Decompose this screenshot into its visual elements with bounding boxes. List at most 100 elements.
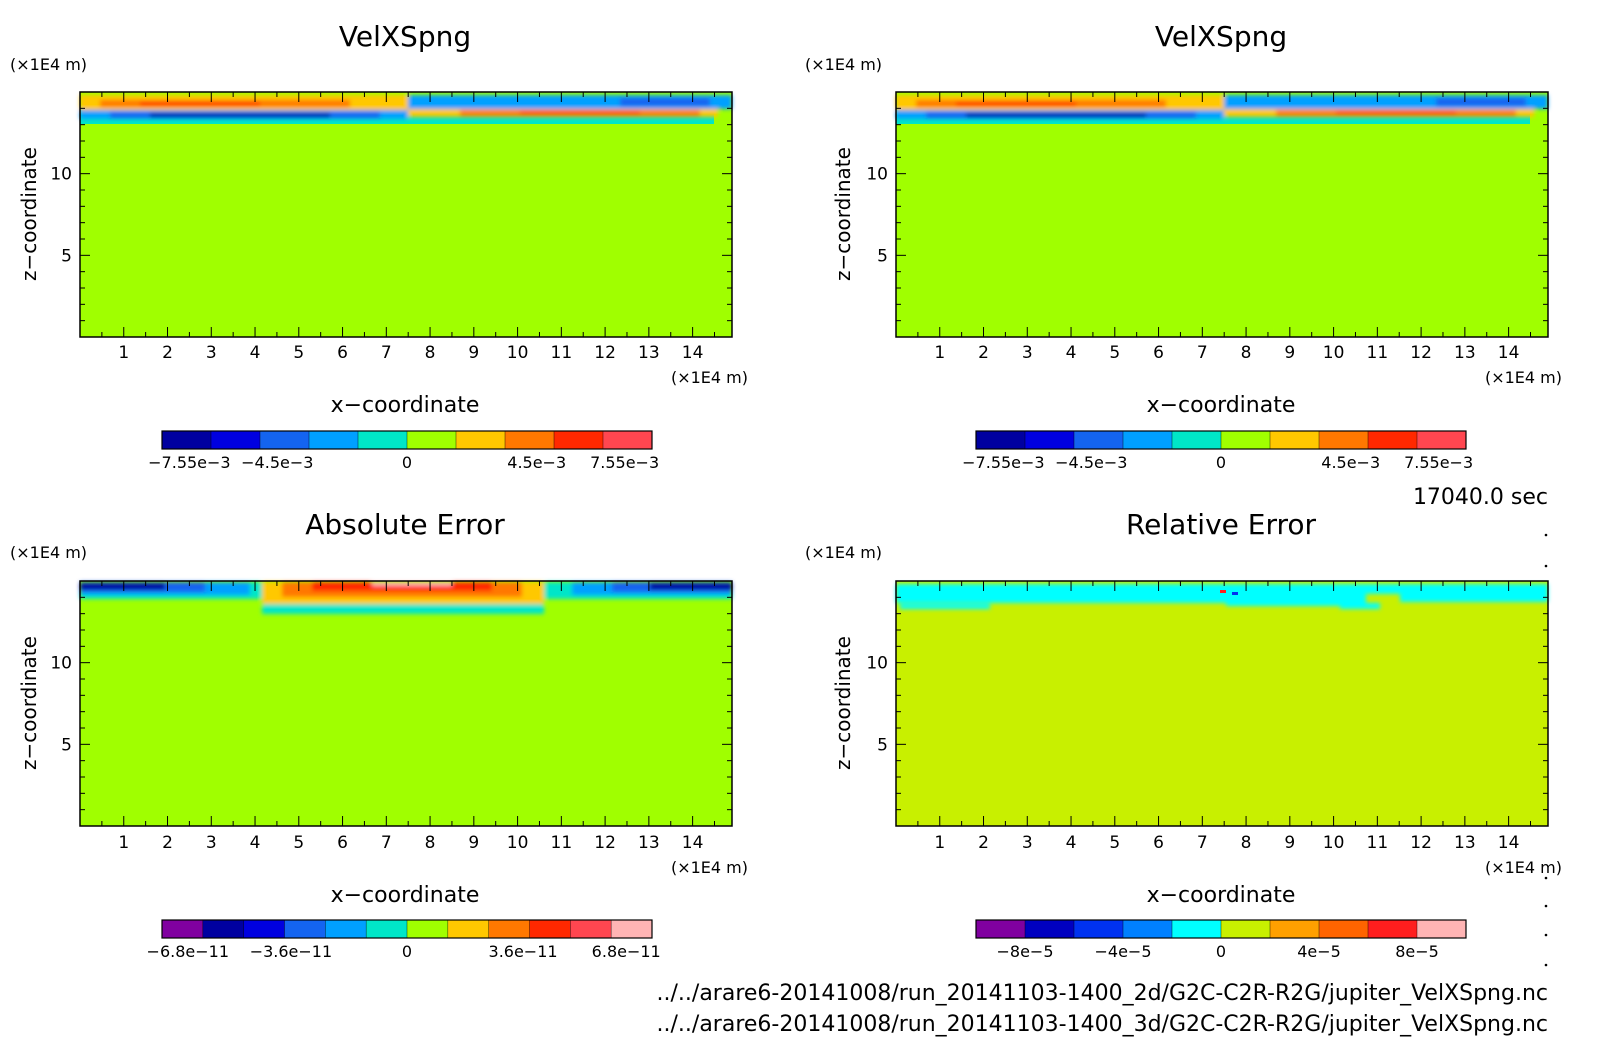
colorbar-swatch	[260, 431, 310, 449]
panel-top-left: VelXSpng (×1E4 m) 1 2 3 4 5 6 7 8 9 10 11 12 13 14	[10, 20, 748, 472]
file-path-2: ../../arare6-20141008/run_20141103-1400_…	[657, 1012, 1548, 1037]
x-tick-label: 9	[468, 343, 479, 363]
x-tick-label: 14	[1498, 343, 1520, 363]
colorbar-swatch	[1074, 920, 1124, 938]
colorbar-swatch	[1417, 431, 1467, 449]
margin-dots	[1544, 533, 1548, 967]
x-tick-label: 1	[118, 343, 129, 363]
colorbar-swatch	[447, 920, 490, 938]
panel-top-right: VelXSpng (×1E4 m) 1 2 3 4 5 6 7 8 9 10 11 12 13 14	[805, 20, 1562, 472]
x-tick-label: 12	[1410, 833, 1432, 853]
colorbar-tick-label: −4.5e−3	[1055, 453, 1127, 472]
colorbar-swatch	[162, 920, 204, 938]
cold-band	[620, 98, 710, 106]
colorbar-tick-label: −8e−5	[996, 942, 1053, 961]
field-background	[80, 92, 732, 337]
colorbar-swatch	[407, 920, 449, 938]
x-tick-label: 3	[1022, 833, 1033, 853]
x-tick-label: 7	[381, 833, 392, 853]
x-tick-label: 13	[1454, 833, 1476, 853]
plot-area: 1 2 3 4 5 6 7 8 9 10 11 12 13 14 510	[866, 580, 1549, 853]
colorbar-swatch	[1025, 431, 1075, 449]
colorbar-tick-label: −7.55e−3	[962, 453, 1044, 472]
colorbar-swatch	[162, 431, 212, 449]
x-tick-label: 1	[934, 343, 945, 363]
y-tick-label: 10	[866, 165, 888, 185]
x-tick-label: 10	[507, 343, 529, 363]
x-tick-label: 9	[1284, 833, 1295, 853]
x-tick-label: 8	[425, 343, 436, 363]
x-tick-label: 8	[1241, 833, 1252, 853]
colorbar-tick-label: −7.55e−3	[148, 453, 230, 472]
x-tick-label: 5	[293, 833, 304, 853]
field-speckle	[1232, 592, 1238, 595]
colorbar-swatch	[603, 431, 653, 449]
colorbar-swatch	[1123, 431, 1173, 449]
x-tick-label: 11	[551, 833, 573, 853]
y-tick-labels: 5 10	[866, 654, 888, 756]
x-tick-label: 4	[1066, 343, 1077, 363]
x-unit-label: (×1E4 m)	[1485, 368, 1562, 387]
colorbar-tick-label: 3.6e−11	[489, 942, 558, 961]
y-axis-label: z−coordinate	[17, 147, 41, 281]
x-tick-label: 6	[337, 343, 348, 363]
colorbar-swatch	[243, 920, 285, 938]
colorbar-tick-label: 7.55e−3	[590, 453, 659, 472]
colorbar-swatch	[202, 920, 245, 938]
colorbar-tick-label: 7.55e−3	[1404, 453, 1473, 472]
warm-band	[520, 111, 640, 114]
colorbar: −7.55e−3 −4.5e−3 0 4.5e−3 7.55e−3	[148, 430, 659, 472]
colorbar-swatch	[1172, 431, 1222, 449]
x-tick-label: 10	[1323, 343, 1345, 363]
cyan-layer	[1226, 594, 1366, 606]
colorbar-swatch	[1270, 920, 1320, 938]
colorbar-tick-label: 6.8e−11	[592, 942, 661, 961]
colorbar-swatch	[1368, 920, 1418, 938]
y-axis-label: z−coordinate	[831, 147, 855, 281]
x-tick-label: 2	[978, 343, 989, 363]
y-axis-label: z−coordinate	[831, 636, 855, 770]
x-tick-label: 10	[1323, 833, 1345, 853]
x-tick-label: 13	[1454, 343, 1476, 363]
colorbar-swatch	[570, 920, 612, 938]
plot-area: 1 2 3 4 5 6 7 8 9 10 11 12 13 14 510	[866, 91, 1549, 363]
y-tick-label: 5	[877, 246, 888, 266]
warm-band	[956, 102, 1076, 106]
y-tick-label: 5	[61, 246, 72, 266]
x-unit-label: (×1E4 m)	[671, 858, 748, 877]
colorbar-swatch	[1172, 920, 1222, 938]
tick-marks	[896, 581, 1548, 826]
colorbar-swatch	[211, 431, 261, 449]
x-axis-label: x−coordinate	[1147, 883, 1296, 908]
x-tick-label: 8	[1241, 343, 1252, 363]
x-unit-label: (×1E4 m)	[671, 368, 748, 387]
y-tick-label: 10	[50, 165, 72, 185]
colorbar-swatch	[407, 431, 457, 449]
x-tick-label: 14	[682, 833, 704, 853]
x-tick-label: 12	[1410, 343, 1432, 363]
x-tick-label: 6	[1153, 833, 1164, 853]
cyan-layer	[896, 584, 1548, 594]
colorbar-tick-label: 0	[1216, 942, 1226, 961]
colorbar-swatch	[1417, 920, 1467, 938]
colorbar-swatch	[309, 431, 359, 449]
x-tick-label: 12	[594, 343, 616, 363]
x-tick-label: 11	[1367, 343, 1389, 363]
field-background	[896, 92, 1548, 337]
x-tick-label: 13	[638, 833, 660, 853]
colorbar-tick-label: −4e−5	[1094, 942, 1151, 961]
x-tick-label: 12	[594, 833, 616, 853]
x-tick-label: 1	[118, 833, 129, 853]
x-tick-label: 3	[1022, 343, 1033, 363]
x-tick-label: 2	[978, 833, 989, 853]
x-tick-label: 11	[551, 343, 573, 363]
x-tick-label: 4	[250, 343, 261, 363]
colorbar-swatch	[1319, 431, 1369, 449]
x-tick-label: 7	[1197, 833, 1208, 853]
x-tick-label: 6	[337, 833, 348, 853]
field-background	[80, 581, 732, 826]
panel-title: Relative Error	[1126, 508, 1317, 541]
colorbar-swatch	[1123, 920, 1173, 938]
y-unit-label: (×1E4 m)	[10, 55, 87, 74]
x-tick-labels: 1 2 3 4 5 6 7 8 9 10 11 12 13 14	[934, 833, 1519, 853]
